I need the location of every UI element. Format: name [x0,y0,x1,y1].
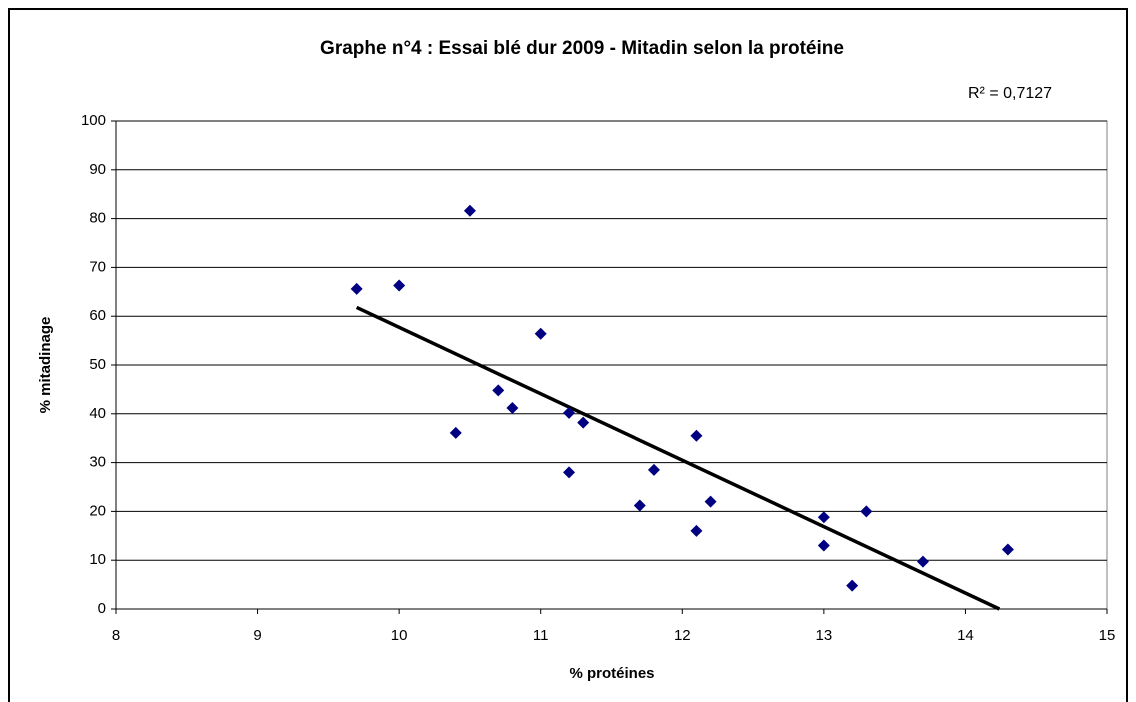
x-tick-label: 14 [957,627,974,644]
data-point [846,579,859,592]
y-tick-label: 80 [89,210,106,227]
y-tick-label: 20 [89,502,106,519]
data-point [563,466,576,479]
y-tick-label: 100 [81,112,106,129]
y-tick-label: 60 [89,307,106,324]
x-tick-label: 10 [391,627,408,644]
data-point [506,401,519,414]
data-point [577,416,590,429]
y-axis-label: % mitadinage [37,317,54,414]
y-tick-label: 0 [98,600,106,617]
data-point [690,524,703,537]
data-point [633,499,646,512]
y-tick-label: 70 [89,258,106,275]
x-tick-label: 13 [816,627,833,644]
data-point [563,406,576,419]
data-point [704,495,717,508]
trendline [355,305,1001,611]
x-tick-label: 9 [253,627,261,644]
data-point [534,327,547,340]
y-tick-label: 50 [89,356,106,373]
y-tick-label: 40 [89,405,106,422]
y-tick-label: 10 [89,551,106,568]
data-point [492,384,505,397]
y-tick-label: 90 [89,161,106,178]
chart-title: Graphe n°4 : Essai blé dur 2009 - Mitadi… [320,38,844,59]
data-point [463,204,476,217]
x-tick-label: 8 [112,627,120,644]
data-point [690,429,703,442]
x-tick-label: 12 [674,627,691,644]
data-point [393,279,406,292]
data-point [916,555,929,568]
y-tick-label: 30 [89,454,106,471]
x-axis-label: % protéines [569,665,654,682]
x-tick-label: 11 [533,627,549,644]
data-point [817,511,830,524]
data-point [647,463,660,476]
data-point [1001,543,1014,556]
data-point [449,426,462,439]
data-point [350,282,363,295]
data-point [817,539,830,552]
x-tick-label: 15 [1099,627,1116,644]
data-point [860,505,873,518]
r2-annotation: R² = 0,7127 [968,85,1052,102]
